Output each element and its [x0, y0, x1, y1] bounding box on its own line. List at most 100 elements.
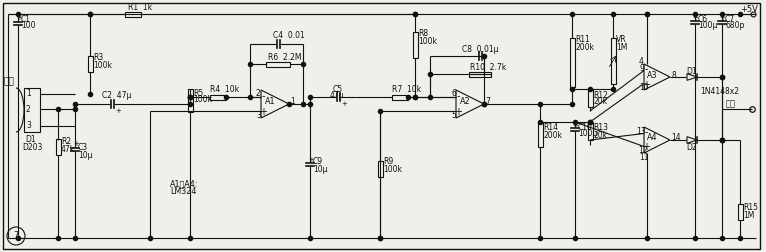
Text: A1～A4:: A1～A4:	[170, 179, 198, 188]
Bar	[125, 12, 141, 16]
Text: D203: D203	[22, 142, 42, 151]
Bar	[569, 38, 574, 87]
Bar	[87, 56, 93, 72]
Bar	[469, 72, 491, 77]
Text: 12: 12	[638, 146, 647, 155]
Text: 10μ: 10μ	[78, 150, 93, 160]
Text: C9: C9	[313, 158, 323, 167]
Text: 100k: 100k	[418, 37, 437, 46]
Text: 5: 5	[451, 110, 456, 119]
Text: 2: 2	[26, 105, 31, 113]
Text: 7: 7	[485, 98, 490, 107]
Text: 47μ: 47μ	[330, 90, 345, 100]
Bar	[588, 89, 592, 107]
Text: C8  0.01μ: C8 0.01μ	[462, 45, 499, 53]
Text: 13: 13	[636, 127, 646, 136]
Text: 20k: 20k	[593, 131, 607, 140]
Text: 输出: 输出	[726, 100, 736, 109]
Text: C7: C7	[725, 15, 735, 23]
Text: D2: D2	[686, 143, 696, 152]
Polygon shape	[644, 64, 670, 90]
Text: R13: R13	[593, 123, 608, 133]
Text: D1: D1	[686, 67, 696, 76]
Text: +: +	[642, 142, 650, 152]
Polygon shape	[261, 90, 289, 118]
Text: 1M: 1M	[743, 210, 755, 219]
Text: 100: 100	[21, 21, 35, 30]
Text: C6: C6	[698, 15, 708, 23]
Text: +: +	[308, 157, 314, 163]
Bar	[413, 32, 417, 58]
Bar	[738, 204, 742, 220]
Text: 1N4148x2: 1N4148x2	[700, 87, 739, 97]
Text: 1: 1	[290, 98, 295, 107]
Text: 7: 7	[13, 232, 18, 240]
Bar	[538, 122, 542, 147]
Text: 透镜: 透镜	[3, 78, 14, 86]
Polygon shape	[456, 90, 484, 118]
Text: 100k: 100k	[383, 165, 402, 173]
Bar	[611, 38, 616, 84]
Text: R1  1k: R1 1k	[128, 4, 152, 13]
Text: +: +	[454, 107, 462, 117]
Text: C2  47μ: C2 47μ	[102, 91, 132, 101]
Text: 11: 11	[639, 152, 649, 162]
Text: R7  10k: R7 10k	[392, 85, 421, 94]
Text: 100μ: 100μ	[698, 20, 718, 29]
Text: +: +	[259, 107, 267, 117]
Text: 3: 3	[26, 121, 31, 131]
Text: R12: R12	[593, 90, 608, 100]
Text: R9: R9	[383, 158, 393, 167]
Text: C1: C1	[21, 15, 31, 23]
Text: 14: 14	[671, 134, 681, 142]
Bar	[588, 122, 592, 140]
Text: 3: 3	[256, 110, 261, 119]
Text: 100μ: 100μ	[578, 130, 597, 139]
Text: 680p: 680p	[725, 20, 745, 29]
Text: +: +	[115, 108, 121, 114]
Text: A3: A3	[647, 71, 657, 79]
Text: 10: 10	[639, 83, 649, 92]
Polygon shape	[687, 137, 697, 143]
Bar	[378, 161, 382, 177]
Text: R14: R14	[543, 123, 558, 133]
Text: +5V: +5V	[740, 5, 758, 14]
Text: R10  2.7k: R10 2.7k	[470, 62, 506, 72]
Text: +: +	[692, 15, 698, 21]
Text: C5: C5	[333, 84, 343, 93]
Text: +: +	[16, 15, 22, 21]
Text: D1: D1	[25, 136, 36, 144]
Text: A1: A1	[265, 98, 275, 107]
Text: +: +	[642, 79, 650, 89]
Text: -: -	[644, 65, 648, 75]
Text: R6  2.2M: R6 2.2M	[268, 52, 302, 61]
Bar	[210, 94, 226, 100]
Polygon shape	[644, 127, 670, 153]
Text: 200k: 200k	[575, 43, 594, 51]
Text: -: -	[457, 91, 460, 101]
Text: 8: 8	[671, 71, 676, 79]
Text: R4  10k: R4 10k	[210, 85, 239, 94]
Text: -: -	[261, 91, 265, 101]
Bar	[55, 139, 61, 155]
Bar	[392, 94, 408, 100]
Bar	[188, 89, 192, 112]
Text: +: +	[572, 123, 578, 129]
Text: C4  0.01: C4 0.01	[273, 32, 305, 41]
Text: C10: C10	[578, 122, 593, 132]
Text: A2: A2	[460, 98, 470, 107]
Text: +: +	[73, 141, 79, 147]
Text: -: -	[644, 128, 648, 138]
Text: 6: 6	[451, 89, 456, 99]
Text: R5: R5	[193, 88, 203, 98]
Text: 4: 4	[639, 57, 644, 67]
Text: R2: R2	[61, 138, 71, 146]
Polygon shape	[687, 74, 697, 80]
Text: R11: R11	[575, 36, 590, 45]
Bar	[266, 61, 290, 67]
Text: 47k: 47k	[61, 144, 75, 153]
Text: 20k: 20k	[593, 98, 607, 107]
Text: A4: A4	[647, 134, 657, 142]
Text: +: +	[341, 101, 347, 107]
Text: R8: R8	[418, 29, 428, 39]
